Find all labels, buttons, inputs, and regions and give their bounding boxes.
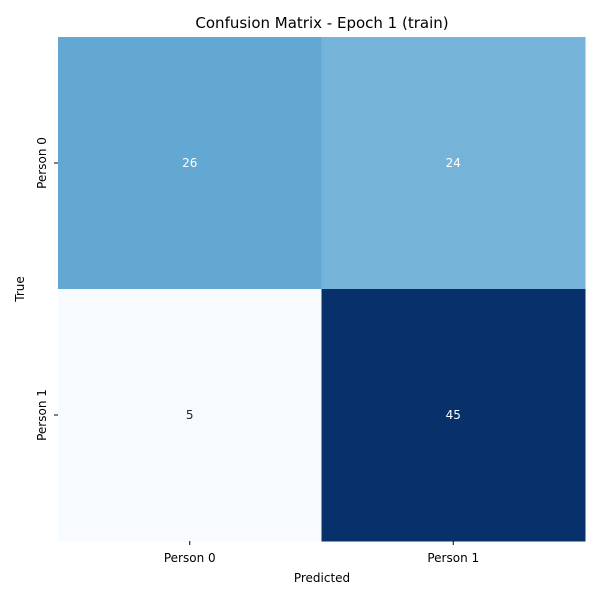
y-axis-ticks: Person 0 Person 1	[35, 137, 58, 441]
y-tick-label-0: Person 0	[35, 137, 49, 189]
heatmap-cell-r0-c0	[58, 37, 322, 290]
x-axis-label: Predicted	[294, 571, 350, 585]
x-tick-label-1: Person 1	[427, 551, 479, 565]
chart-title: Confusion Matrix - Epoch 1 (train)	[195, 14, 448, 32]
heatmap-cell-r1-c1	[321, 289, 586, 542]
heatmap-cell-r0-c1	[321, 37, 586, 290]
x-tick-label-0: Person 0	[164, 551, 216, 565]
heatmap-cell-r1-c0	[58, 289, 322, 542]
y-tick-label-1: Person 1	[35, 389, 49, 441]
cell-value-label-r0-c0: 26	[182, 156, 197, 170]
cell-value-label-r1-c0: 5	[186, 408, 194, 422]
cell-value-label-r0-c1: 24	[446, 156, 461, 170]
heatmap-cell-labels: 26 24 5 45	[182, 156, 461, 422]
y-axis-label: True	[13, 276, 27, 303]
x-axis-ticks: Person 0 Person 1	[164, 541, 479, 565]
cell-value-label-r1-c1: 45	[446, 408, 461, 422]
heatmap-cells	[58, 37, 586, 542]
